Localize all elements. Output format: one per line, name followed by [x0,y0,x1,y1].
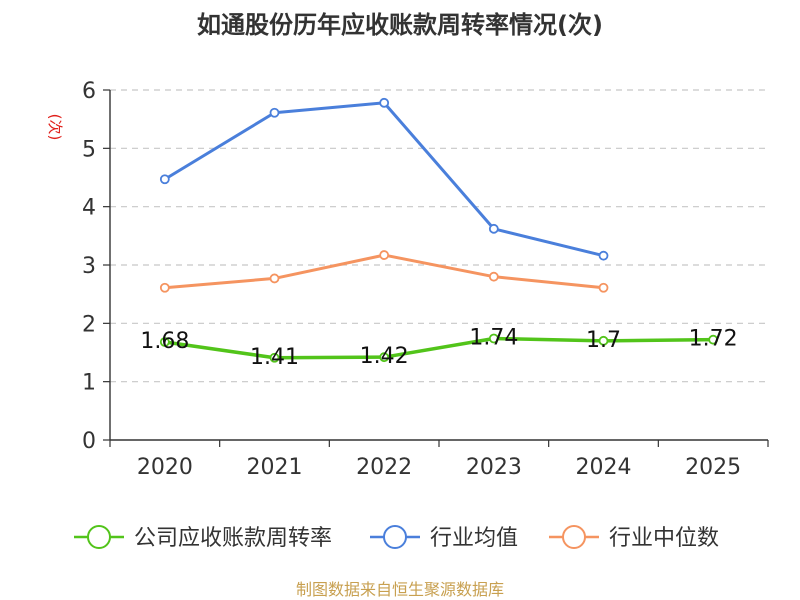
data-label: 1.74 [469,326,518,351]
data-point [159,282,170,293]
data-point [269,352,280,363]
legend-marker [562,525,586,549]
data-point [379,97,390,108]
y-tick-label: 6 [82,79,96,104]
y-tick-label: 2 [82,312,96,337]
x-tick-label: 2025 [685,455,741,480]
legend-item: 公司应收账款周转率 [74,525,332,551]
series-line [163,101,605,258]
legend-item: 行业中位数 [549,525,719,551]
x-tick-label: 2021 [247,455,303,480]
data-point [598,335,609,346]
data-label: 1.41 [250,345,299,370]
data-point [708,334,719,345]
y-tick-label: 1 [82,371,96,396]
legend-marker [87,525,111,549]
data-label: 1.72 [689,327,738,352]
legend-label: 行业均值 [430,526,518,551]
y-tick-label: 4 [82,196,96,221]
data-label: 1.7 [586,328,621,353]
data-point [269,107,280,118]
series-0 [159,333,719,363]
x-tick-label: 2023 [466,455,522,480]
data-point [598,282,609,293]
axes: 0 1 2 3 4 5 6 2020 2021 2022 2023 2024 2025 [82,79,769,480]
data-point [488,223,499,234]
data-point [488,333,499,344]
series-1 [159,97,609,261]
x-tick-label: 2024 [576,455,632,480]
x-tick-label: 2022 [356,455,412,480]
data-point [159,174,170,185]
data-point [598,250,609,261]
series-lines [159,97,719,363]
data-point [379,250,390,260]
legend-label: 行业中位数 [609,526,719,551]
legend: 公司应收账款周转率 行业均值 行业中位数 [74,525,719,551]
grid-lines [110,89,768,383]
y-axis-label: (次) [46,114,64,141]
y-tick-label: 3 [82,254,96,279]
data-label: 1.68 [140,329,189,354]
y-tick-label: 0 [82,429,96,454]
data-point [488,271,499,282]
data-label: 1.42 [360,344,409,369]
legend-marker [383,525,407,549]
source-note: 制图数据来自恒生聚源数据库 [296,580,504,599]
x-tick-label: 2020 [137,455,193,480]
data-point [159,337,170,347]
data-labels: 1.68 1.41 1.42 1.74 1.7 1.72 [140,326,737,370]
legend-item: 行业均值 [370,525,518,551]
data-point [269,273,280,284]
legend-label: 公司应收账款周转率 [134,526,332,551]
series-line [163,253,605,290]
y-tick-label: 5 [82,137,96,162]
data-point [379,352,390,363]
series-2 [159,250,609,293]
chart-title: 如通股份历年应收账款周转率情况(次) [197,11,603,39]
series-line [163,336,715,360]
